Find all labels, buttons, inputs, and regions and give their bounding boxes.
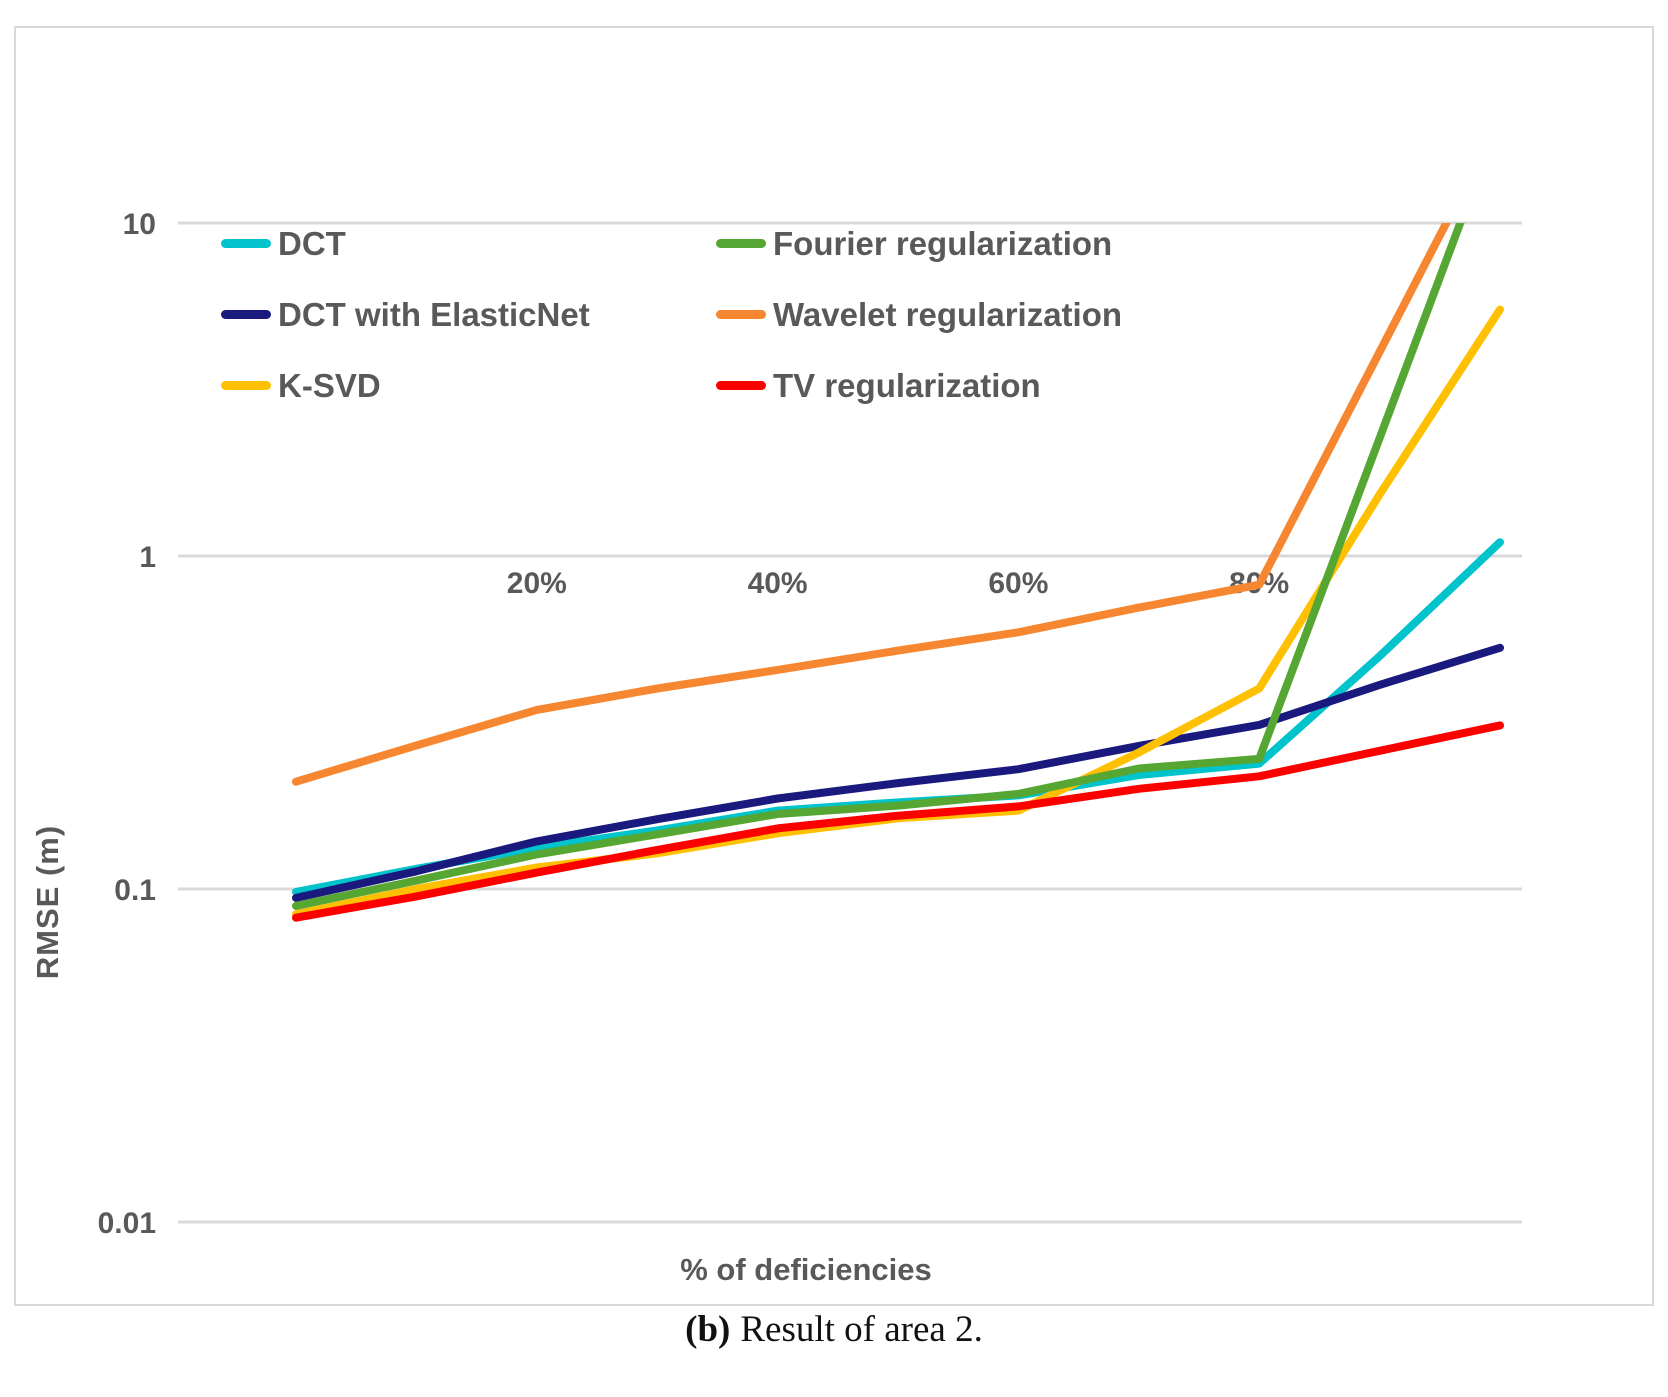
legend-label-fourier-regularization: Fourier regularization — [773, 224, 1113, 262]
series-line-fourier-regularization — [292, 223, 1465, 910]
x-tick-label: 60% — [988, 567, 1048, 600]
legend-swatch-wavelet-regularization — [716, 310, 766, 319]
series-line-tv-regularization — [292, 721, 1504, 922]
x-tick-label: 40% — [748, 567, 808, 600]
legend-item-dct-with-elasticnet: DCT with ElasticNet — [221, 296, 716, 334]
x-axis-title: % of deficiencies — [680, 1252, 932, 1287]
series-line-dct-with-elasticnet — [292, 643, 1504, 902]
legend-label-wavelet-regularization: Wavelet regularization — [773, 295, 1123, 333]
figure-caption: (b) Result of area 2. — [0, 1308, 1668, 1351]
caption-label: (b) — [685, 1309, 731, 1350]
legend-swatch-k-svd — [221, 381, 271, 390]
y-axis-title: RMSE (m) — [30, 824, 65, 980]
legend-item-k-svd: K-SVD — [221, 367, 716, 405]
y-tick-label: 1 — [139, 541, 156, 574]
legend-item-fourier-regularization: Fourier regularization — [716, 225, 1122, 263]
legend-swatch-fourier-regularization — [716, 239, 766, 248]
legend-item-tv-regularization: TV regularization — [716, 367, 1122, 405]
legend-label-k-svd: K-SVD — [278, 366, 381, 404]
series-line-wavelet-regularization — [292, 223, 1451, 786]
x-tick-label: 20% — [507, 567, 567, 600]
y-tick-label: 0.01 — [98, 1207, 156, 1240]
y-tick-label: 0.1 — [114, 874, 156, 907]
legend-swatch-dct — [221, 239, 271, 248]
y-tick-label: 10 — [123, 208, 156, 241]
legend-label-dct-with-elasticnet: DCT with ElasticNet — [278, 295, 590, 333]
legend-label-tv-regularization: TV regularization — [773, 366, 1041, 404]
legend-swatch-tv-regularization — [716, 381, 766, 390]
caption-text: Result of area 2. — [740, 1309, 983, 1350]
chart-legend: DCT Fourier regularization DCT with Elas… — [221, 208, 1122, 421]
legend-swatch-dct-with-elasticnet — [221, 310, 271, 319]
legend-item-wavelet-regularization: Wavelet regularization — [716, 296, 1122, 334]
legend-label-dct: DCT — [278, 224, 346, 262]
chart-panel: 10 1 0.1 0.01 20% 40% 60% 80% RMSE (m) % of def… — [14, 26, 1654, 1306]
legend-item-dct: DCT — [221, 225, 716, 263]
